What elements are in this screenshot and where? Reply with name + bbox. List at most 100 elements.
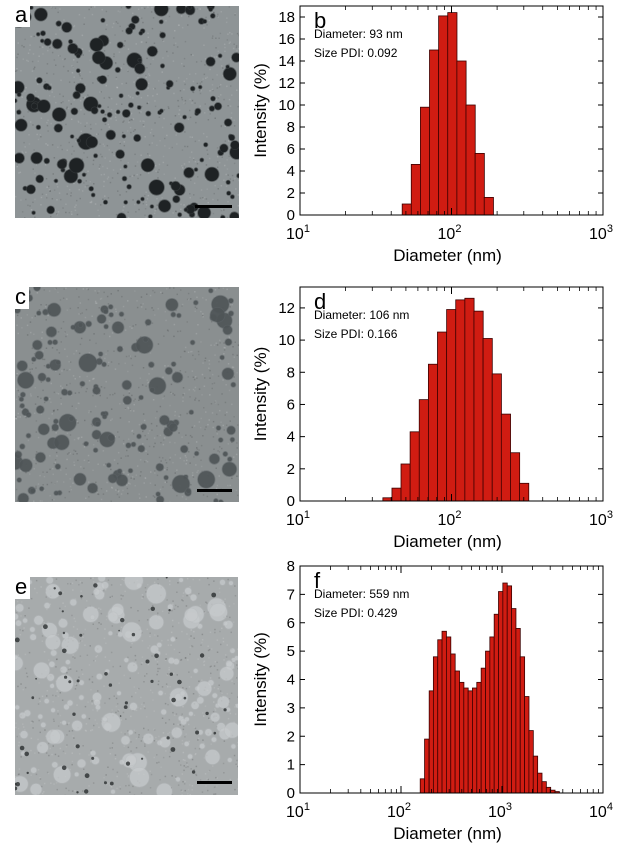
particle — [26, 433, 31, 438]
bar — [489, 636, 495, 794]
particle — [108, 683, 113, 687]
particle — [172, 372, 183, 383]
particle — [195, 730, 200, 735]
particle — [187, 754, 193, 759]
particle — [210, 96, 216, 101]
particle — [15, 782, 20, 787]
x-tick-label: 102 — [438, 509, 462, 529]
bar — [441, 630, 447, 794]
particle — [15, 604, 24, 612]
particle — [146, 584, 166, 604]
particle — [138, 445, 145, 452]
bar — [483, 196, 494, 216]
particle — [79, 633, 83, 637]
y-tick-label: 8 — [287, 558, 295, 575]
x-axis-label: Diameter (nm) — [393, 246, 502, 265]
particle — [150, 606, 155, 611]
bar — [550, 789, 556, 794]
particle — [158, 690, 163, 696]
particle — [34, 8, 48, 21]
particle — [17, 360, 28, 371]
particle — [126, 6, 131, 9]
bar — [464, 297, 475, 502]
particle — [47, 86, 52, 90]
y-tick-label: 8 — [287, 364, 295, 381]
particle — [171, 181, 181, 191]
y-tick-label: 4 — [287, 163, 295, 180]
bar — [459, 681, 465, 794]
particle — [140, 424, 147, 430]
particle — [117, 346, 123, 352]
particle — [52, 39, 62, 49]
particle — [15, 620, 22, 626]
particle — [143, 337, 148, 342]
particle — [180, 691, 185, 696]
particle — [62, 631, 66, 635]
particle — [154, 653, 159, 659]
particle — [227, 457, 232, 462]
particle — [96, 673, 103, 680]
particle — [84, 773, 90, 779]
particle — [135, 78, 148, 91]
particle — [75, 83, 86, 94]
particle — [133, 134, 141, 142]
particle — [116, 110, 120, 114]
particle — [54, 124, 63, 132]
x-tick-label: 103 — [488, 801, 512, 821]
particle — [30, 767, 37, 773]
particle — [61, 765, 67, 771]
plot-frame — [299, 5, 604, 216]
panel-label-e: e — [12, 576, 31, 599]
particle — [210, 712, 220, 722]
bar — [382, 497, 393, 502]
particle — [35, 351, 44, 360]
particle — [179, 578, 184, 582]
particle — [65, 659, 71, 665]
y-tick-label: 2 — [287, 185, 295, 202]
bar — [515, 628, 521, 794]
y-tick-label: 10 — [278, 97, 295, 114]
bar — [474, 152, 485, 216]
particle — [171, 312, 176, 317]
particle — [38, 373, 46, 381]
particle — [44, 38, 51, 46]
particle — [200, 158, 204, 162]
x-tick-label: 102 — [438, 223, 462, 243]
bar — [427, 363, 439, 502]
particle — [35, 452, 46, 463]
particle — [69, 158, 84, 173]
particle — [131, 16, 139, 24]
particle — [203, 19, 207, 24]
particle — [17, 477, 22, 483]
particle — [51, 708, 56, 713]
particle — [195, 108, 201, 114]
particle — [191, 701, 199, 710]
bar — [438, 15, 449, 216]
particle — [58, 591, 63, 596]
particle — [117, 42, 123, 48]
particle — [92, 430, 101, 440]
particle — [56, 21, 62, 26]
particle — [103, 200, 108, 204]
particle — [136, 200, 140, 204]
particle — [30, 634, 37, 641]
particle — [226, 707, 231, 712]
particle — [77, 179, 82, 183]
particle — [160, 32, 166, 38]
particle — [231, 382, 236, 387]
particle — [111, 789, 115, 794]
particle — [218, 437, 223, 443]
particle — [67, 390, 72, 396]
particle — [47, 206, 55, 214]
particle — [209, 453, 220, 464]
scale-bar — [197, 489, 232, 492]
particle — [84, 441, 89, 446]
particle — [47, 340, 53, 345]
particle — [141, 158, 155, 172]
particle — [223, 451, 228, 457]
particle — [126, 27, 133, 34]
particle — [175, 777, 181, 782]
tem-micrograph — [15, 287, 239, 502]
particle — [31, 696, 35, 700]
bar — [429, 49, 440, 216]
